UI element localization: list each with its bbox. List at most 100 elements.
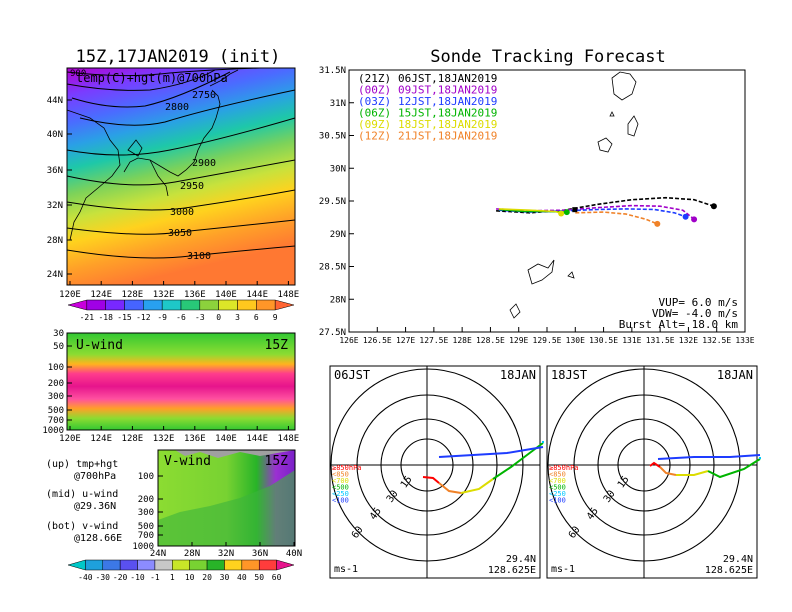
u-wind-label: U-wind: [76, 338, 123, 353]
wind-colorbar-swatch: [258, 559, 277, 571]
wind-colorbar-swatch: [119, 559, 138, 571]
track-lon-label: 127.5E: [419, 336, 448, 345]
hodograph-frame: [329, 365, 541, 579]
wind-colorbar-label: -20: [113, 573, 128, 582]
wind-colorbar-label: 10: [185, 573, 195, 582]
map-lon-ticks: 120E 124E 128E 132E 136E 140E 144E 148E: [59, 281, 299, 300]
wind-colorbar-label: 20: [202, 573, 212, 582]
wind-colorbar-swatch: [172, 559, 190, 571]
track-frame: [348, 69, 746, 333]
legend-note-title: (up) tmp+hgt: [46, 459, 118, 470]
map-lat-label: 40N: [47, 130, 63, 140]
hodograph-trace: [676, 470, 709, 476]
map-lat-label: 36N: [47, 166, 63, 176]
track-end-point: [654, 220, 661, 227]
temp-colorbar-swatch: [237, 299, 257, 311]
param-vdw: VDW= -4.0 m/s: [652, 307, 738, 320]
track-end-point: [710, 203, 717, 210]
track-lat-ticks: 31.5N 31N 30.5N 30N 29.5N 29N 28.5N 28N 27.5N: [319, 66, 354, 338]
track-legend-time: 21JST,18JAN2019: [398, 130, 497, 143]
track-lon-label: 128E: [453, 336, 472, 345]
legend-note-sub: @29.36N: [74, 501, 116, 512]
track-lat-label: 30.5N: [319, 132, 346, 142]
legend-note-sub: @700hPa: [74, 471, 116, 482]
contour-label-2950: 2950: [180, 181, 204, 192]
track-lon-label: 128.5E: [476, 336, 505, 345]
u-wind-p-label: 500: [48, 406, 64, 416]
contour-label-3100: 3100: [187, 251, 211, 262]
hodograph-pressure-legend: <700: [332, 477, 349, 485]
v-wind-label: V-wind: [164, 454, 211, 469]
u-wind-lon-label: 132E: [153, 434, 175, 444]
hodograph-date: 18JAN: [500, 368, 536, 382]
v-wind-p-label: 500: [138, 522, 154, 532]
map-lat-label: 24N: [47, 270, 63, 280]
map-frame: [66, 67, 296, 286]
track-lat-label: 29N: [330, 230, 346, 240]
temp-colorbar-swatch: [124, 299, 144, 311]
contour-label-3000: 3000: [170, 207, 194, 218]
v-wind-lat-label: 40N: [286, 549, 302, 559]
temp-colorbar-label: -3: [195, 313, 205, 322]
u-wind-p-label: 700: [48, 416, 64, 426]
hodograph-lon: 128.625E: [705, 565, 753, 576]
u-wind-lon-label: 124E: [90, 434, 112, 444]
temp-colorbar-swatch: [105, 299, 125, 311]
v-wind-lat-label: 24N: [150, 549, 166, 559]
wind-colorbar: -40 -30 -20 -10 -1 1 10 20 30 40 50 60: [67, 559, 295, 582]
hodograph-time: 18JST: [551, 368, 587, 382]
u-wind-lon-label: 120E: [59, 434, 81, 444]
track-lon-label: 132E: [679, 336, 698, 345]
temp-colorbar-label: 0: [216, 313, 221, 322]
hodograph-trace: [649, 461, 661, 468]
right-title: Sonde Tracking Forecast: [430, 47, 665, 67]
coastlines: [66, 69, 239, 241]
u-wind-p-label: 300: [48, 392, 64, 402]
u-wind-field: [67, 333, 295, 430]
hodograph-lat: 29.4N: [506, 554, 536, 565]
wind-colorbar-swatch: [276, 559, 295, 571]
hodograph-trace: [659, 466, 677, 476]
hodograph-trace: [438, 482, 462, 494]
track-lat-label: 28.5N: [319, 263, 346, 273]
contour-label-2900: 2900: [192, 158, 216, 169]
temp-colorbar-swatch: [199, 299, 219, 311]
map-lon-label: 144E: [246, 290, 268, 300]
v-wind-p-label: 1000: [132, 542, 154, 552]
v-wind-p-label: 100: [138, 472, 154, 482]
temp-colorbar-label: 6: [254, 313, 259, 322]
temperature-field: [67, 68, 295, 285]
temp-colorbar-label: -21: [80, 313, 95, 322]
map-lat-label: 44N: [47, 96, 63, 106]
hodograph-pressure-legend: <500: [549, 484, 566, 492]
map-lat-label: 28N: [47, 236, 63, 246]
track-lon-label: 131E: [622, 336, 641, 345]
v-wind-lat-label: 32N: [218, 549, 234, 559]
track-legend-code: (09Z): [358, 118, 391, 131]
temperature-map-panel: 2750 2800 2900 2950 3000 3050 3100 900 t…: [47, 67, 299, 300]
hodograph-lat: 29.4N: [723, 554, 753, 565]
hodograph-pressure-legend: <100: [549, 497, 566, 505]
hodograph-unit: ms-1: [334, 564, 358, 575]
contour-label-2800: 2800: [165, 102, 189, 113]
temp-colorbar-label: 9: [273, 313, 278, 322]
map-lon-label: 132E: [153, 290, 175, 300]
map-lon-label: 148E: [278, 290, 300, 300]
hodograph-trace: [460, 478, 494, 494]
hodograph-time: 06JST: [334, 368, 370, 382]
track-legend-time: 18JST,18JAN2019: [398, 118, 497, 131]
v-wind-lat-label: 28N: [184, 549, 200, 559]
param-burst: Burst Alt= 18.0 km: [619, 318, 739, 331]
u-wind-p-label: 100: [48, 363, 64, 373]
height-contours: [66, 67, 296, 259]
legend-note-sub: @128.66E: [74, 533, 122, 544]
wind-colorbar-label: 60: [272, 573, 282, 582]
v-wind-p-label: 300: [138, 508, 154, 518]
track-end-point: [691, 216, 698, 223]
wind-colorbar-label: -10: [130, 573, 145, 582]
track-legend-time: 06JST,18JAN2019: [398, 72, 497, 85]
wind-colorbar-swatch: [206, 559, 225, 571]
